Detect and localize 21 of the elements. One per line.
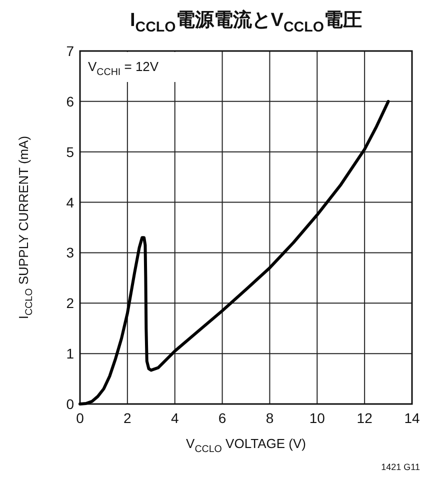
text: 1421 G11: [381, 462, 420, 472]
x-tick-label: 6: [218, 410, 226, 426]
x-tick-label: 2: [124, 410, 132, 426]
y-tick-label: 3: [66, 244, 74, 261]
x-tick-label: 14: [404, 410, 420, 426]
y-tick-label: 1: [66, 346, 74, 362]
x-tick-label: 10: [309, 410, 326, 426]
y-tick-label: 2: [66, 295, 74, 312]
y-tick-label: 7: [66, 43, 74, 59]
y-tick-label: 4: [66, 194, 74, 210]
x-tick-label: 8: [266, 410, 274, 426]
y-tick-label: 5: [66, 144, 74, 160]
line-series: [78, 100, 390, 406]
x-tick-label: 0: [76, 410, 84, 426]
y-tick-label: 6: [66, 93, 74, 110]
y-tick-label: 0: [66, 396, 74, 412]
x-tick-label: 12: [356, 410, 373, 426]
x-tick-label: 4: [170, 410, 179, 426]
x-axis-title: V$_{CCLO}$ VOLTAGE (V): [186, 436, 306, 455]
annotation: V$_{CCHI}$ = 12V: [88, 59, 159, 78]
chart-title: I$_{CCLO}$電源電流とV$_{CCLO}$電圧: [130, 9, 362, 36]
